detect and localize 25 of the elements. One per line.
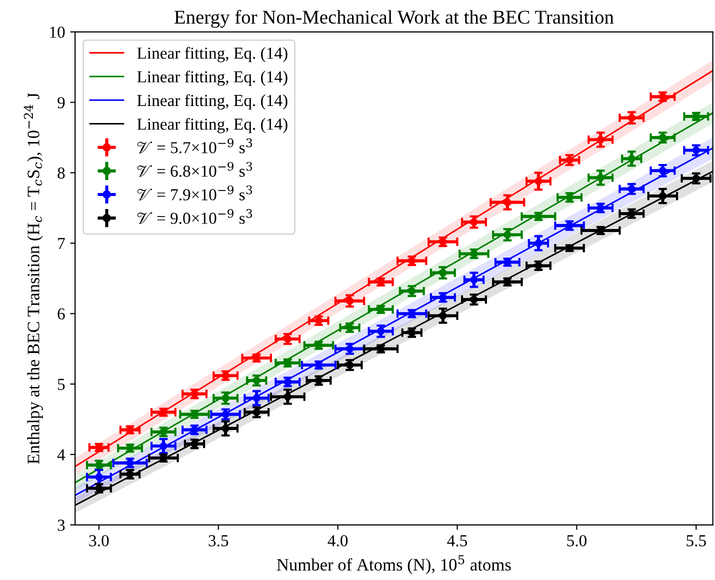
x-tick-label: 3.5 bbox=[208, 535, 228, 546]
legend-label: Linear fitting, Eq. (14) bbox=[137, 46, 288, 62]
y-tick-label: 5 bbox=[58, 378, 65, 390]
legend-label: 𝒱 = 6.8×10$^{−9}$ s$^{3}$ bbox=[137, 162, 252, 177]
x-tick-label: 4.0 bbox=[328, 535, 348, 546]
y-tick-label: 9 bbox=[58, 97, 65, 108]
legend-label: Linear fitting, Eq. (14) bbox=[137, 118, 288, 134]
y-tick-label: 3 bbox=[58, 520, 65, 531]
y-tick-label: 7 bbox=[58, 238, 65, 249]
y-tick-label: 4 bbox=[57, 449, 66, 460]
legend-label: 𝒱 = 9.0×10$^{−9}$ s$^{3}$ bbox=[137, 209, 252, 224]
y-tick-label: 8 bbox=[58, 167, 65, 179]
text: Enthalpy at the BEC Transition (H$_{c}$ = T$_{c}$S$_{c}$), 10$^{−24}$ J bbox=[24, 92, 43, 464]
chart-title: Energy for Non-Mechanical Work at the BEC Transition bbox=[174, 10, 614, 28]
legend-label: Linear fitting, Eq. (14) bbox=[137, 70, 288, 86]
x-tick-label: 3.0 bbox=[89, 535, 109, 546]
y-tick-label: 10 bbox=[50, 26, 65, 38]
x-tick-label: 5.5 bbox=[686, 535, 706, 546]
x-axis-title: Number of Atoms (N), 10$^{5}$ atoms bbox=[276, 555, 511, 574]
y-tick-label: 6 bbox=[58, 308, 65, 320]
x-tick-label: 5.0 bbox=[567, 535, 586, 546]
x-tick-label: 4.5 bbox=[447, 535, 468, 546]
legend-label: 𝒱 = 5.7×10$^{−9}$ s$^{3}$ bbox=[137, 138, 252, 154]
legend-label: Linear fitting, Eq. (14) bbox=[137, 94, 288, 110]
legend-label: 𝒱 = 7.9×10$^{−9}$ s$^{3}$ bbox=[137, 185, 252, 200]
